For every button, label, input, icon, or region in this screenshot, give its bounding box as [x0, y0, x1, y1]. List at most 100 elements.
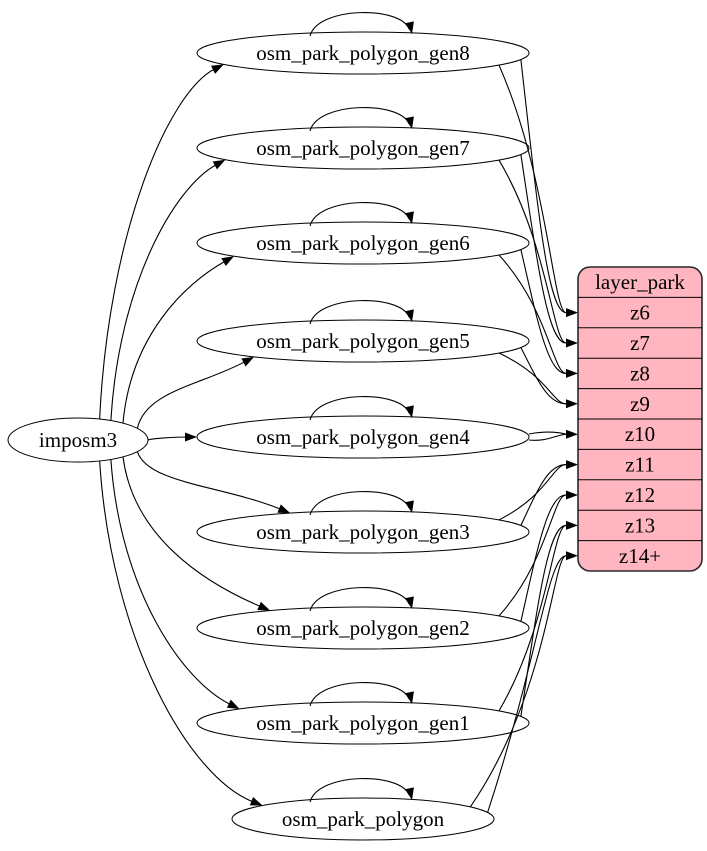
arrowhead	[566, 460, 578, 470]
arrowhead	[566, 429, 578, 439]
table-ellipse	[196, 606, 530, 650]
arrowhead	[566, 490, 578, 500]
arrowhead	[566, 399, 578, 409]
table-node-osm_park_polygon_gen3: osm_park_polygon_gen3	[196, 510, 530, 554]
layer-row-label: z10	[625, 422, 655, 446]
arrowhead	[405, 405, 414, 418]
table-ellipse	[196, 126, 530, 170]
table-ellipse	[196, 31, 530, 75]
edge-imposm-to-osm_park_polygon_gen1	[110, 459, 231, 706]
layer-park-node: layer_park z6 z7 z8 z9 z10 z11 z12 z13 z14+	[577, 266, 703, 572]
table-ellipse	[196, 701, 530, 745]
self-loop-osm_park_polygon_gen1	[309, 682, 410, 707]
layer-row-label: z14+	[619, 544, 661, 568]
edge-osm_park_polygon_gen6-to-z8	[520, 249, 567, 374]
layer-row-z8: z8	[630, 361, 650, 385]
edge-osm_park_polygon_gen4-to-z10	[528, 431, 567, 435]
arrowhead	[405, 691, 414, 704]
layer-row-z13: z13	[625, 513, 655, 537]
arrowhead	[405, 116, 414, 129]
layer-row-label: z8	[630, 361, 650, 385]
arrowhead	[212, 159, 226, 170]
table-label: osm_park_polygon_gen1	[256, 711, 469, 735]
layer-row-z10: z10	[625, 422, 655, 446]
arrowhead	[405, 787, 414, 800]
layer-row-z9: z9	[630, 392, 650, 416]
table-label: osm_park_polygon_gen2	[256, 616, 469, 640]
table-label: osm_park_polygon_gen7	[256, 136, 469, 160]
self-loop-osm_park_polygon_gen7	[309, 107, 410, 132]
arrowhead	[249, 797, 263, 806]
layer-row-z12: z12	[625, 483, 655, 507]
table-node-osm_park_polygon_gen5: osm_park_polygon_gen5	[196, 319, 530, 363]
layer-row-z6: z6	[630, 301, 650, 325]
table-node-osm_park_polygon_gen4: osm_park_polygon_gen4	[196, 415, 530, 459]
arrowhead	[221, 256, 234, 267]
edge-imposm-to-osm_park_polygon_gen3	[136, 451, 282, 510]
table-label: osm_park_polygon_gen4	[256, 425, 470, 449]
table-ellipse	[196, 221, 530, 265]
edge-osm_park_polygon_gen1-to-z13	[498, 524, 567, 712]
arrowhead	[241, 356, 255, 367]
edge-osm_park_polygon_gen7-to-z7	[520, 154, 567, 344]
edge-osm_park_polygon_gen4-to-z10	[528, 433, 567, 441]
table-node-osm_park_polygon_gen1: osm_park_polygon_gen1	[196, 701, 530, 745]
imposm3-label: imposm3	[39, 428, 117, 452]
edges-layer	[99, 12, 578, 813]
edge-osm_park_polygon_gen3-to-z11	[520, 464, 567, 526]
self-loop-osm_park_polygon_gen3	[309, 491, 410, 516]
edge-imposm-to-osm_park_polygon_gen2	[122, 456, 262, 608]
table-label: osm_park_polygon_gen3	[256, 520, 469, 544]
edge-osm_park_polygon_gen6-to-z8	[498, 254, 567, 374]
arrowhead	[566, 368, 578, 378]
edge-osm_park_polygon_gen7-to-z7	[498, 159, 567, 344]
table-node-osm_park_polygon_gen7: osm_park_polygon_gen7	[196, 126, 530, 170]
imposm3-node: imposm3	[7, 417, 149, 463]
layer-row-label: z13	[625, 513, 655, 537]
table-label: osm_park_polygon	[282, 807, 445, 831]
arrowhead	[257, 601, 271, 611]
layer-row-z11: z11	[625, 453, 655, 477]
self-loop-osm_park_polygon_gen5	[309, 300, 410, 325]
table-node-osm_park_polygon_gen6: osm_park_polygon_gen6	[196, 221, 530, 265]
table-node-osm_park_polygon: osm_park_polygon	[231, 797, 495, 841]
edge-imposm-to-osm_park_polygon_gen5	[136, 361, 246, 429]
self-loop-osm_park_polygon_gen8	[309, 12, 410, 37]
layer-row-label: z6	[630, 301, 650, 325]
arrowhead	[566, 520, 578, 530]
edge-osm_park_polygon_gen5-to-z9	[520, 347, 567, 405]
edge-imposm-to-osm_park_polygon_gen4	[147, 436, 188, 441]
arrowhead	[185, 432, 197, 442]
edge-osm_park_polygon_gen2-to-z12	[498, 494, 567, 617]
edge-imposm-to-osm_park_polygon	[99, 460, 254, 803]
edge-osm_park_polygon-to-z14+	[469, 555, 567, 808]
arrowhead	[566, 308, 578, 318]
self-loop-osm_park_polygon_gen2	[309, 587, 410, 612]
edge-osm_park_polygon_gen3-to-z11	[498, 464, 567, 521]
edge-imposm-to-osm_park_polygon_gen7	[110, 164, 217, 421]
arrowhead	[405, 596, 414, 609]
self-loop-osm_park_polygon	[309, 778, 410, 803]
arrowhead	[277, 504, 291, 514]
arrowhead	[566, 551, 578, 561]
layer-row-label: z12	[625, 483, 655, 507]
table-label: osm_park_polygon_gen6	[256, 231, 469, 255]
arrowhead	[405, 21, 414, 34]
arrowhead	[405, 500, 414, 513]
layer-row-label: z9	[630, 392, 650, 416]
table-ellipse	[196, 510, 530, 554]
layer-row-z7: z7	[630, 331, 650, 355]
layer-row-z14+: z14+	[619, 544, 661, 568]
layer-row-label: z11	[625, 453, 655, 477]
arrowhead	[566, 338, 578, 348]
self-loop-osm_park_polygon_gen6	[309, 202, 410, 227]
edge-osm_park_polygon_gen8-to-z6	[520, 59, 567, 314]
self-loop-osm_park_polygon_gen4	[309, 396, 410, 421]
layer-park-title: layer_park	[595, 270, 685, 294]
arrowhead	[405, 211, 414, 224]
table-ellipse	[196, 319, 530, 363]
edge-osm_park_polygon_gen8-to-z6	[498, 64, 567, 314]
table-node-osm_park_polygon_gen2: osm_park_polygon_gen2	[196, 606, 530, 650]
